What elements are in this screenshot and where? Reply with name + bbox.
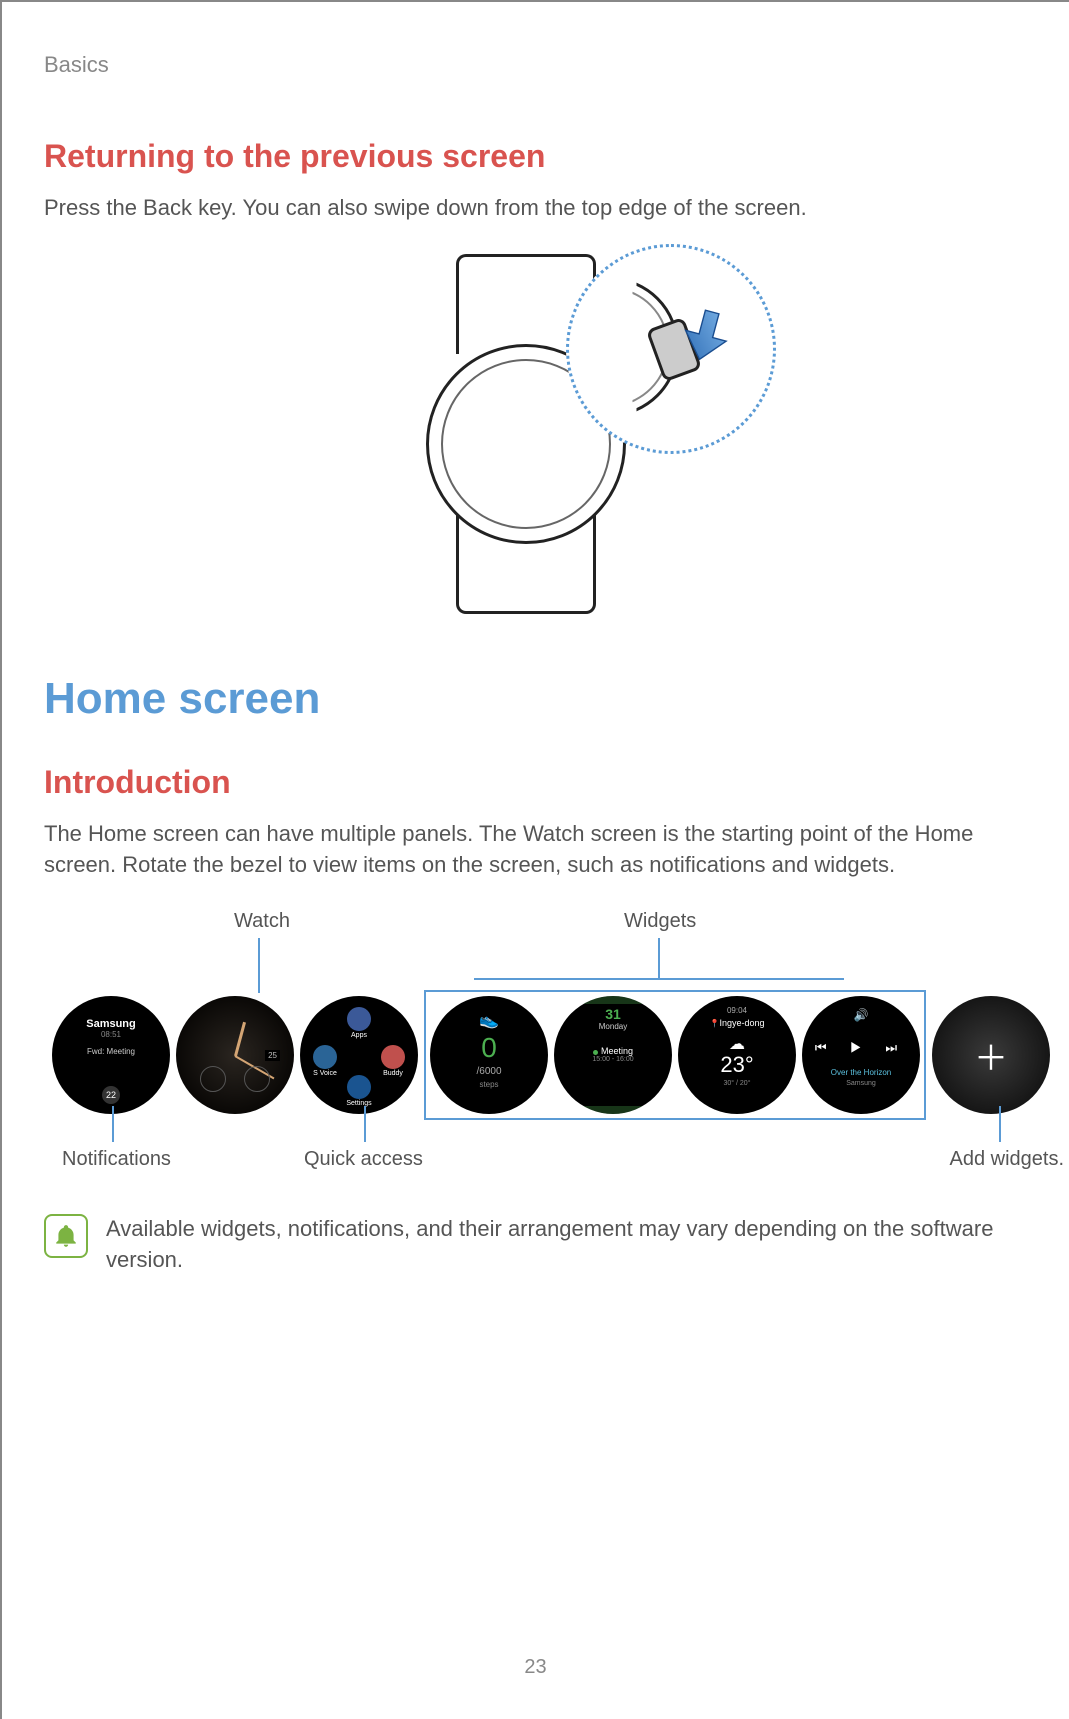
note-text: Available widgets, notifications, and th… <box>106 1214 1047 1276</box>
music-controls: ⏮ ▶ ⏭ <box>802 1040 920 1056</box>
weather-icon: ☁ <box>678 1034 796 1054</box>
cal-event: Meeting <box>554 1046 672 1056</box>
section-title-home: Home screen <box>44 674 1047 724</box>
panel-steps: 👟 0 /6000 steps <box>430 996 548 1114</box>
qa-buddy: Buddy <box>376 1044 410 1078</box>
music-title: Over the Horizon <box>802 1068 920 1077</box>
section-subtitle-intro: Introduction <box>44 764 1047 801</box>
panel-music: 🔊 ⏮ ▶ ⏭ Over the Horizon Samsung <box>802 996 920 1114</box>
watch-backkey-illustration <box>346 254 746 614</box>
panel-calendar: 31 Monday Meeting 15:00 - 16:00 <box>554 996 672 1114</box>
weather-time: 09:04 <box>678 1006 796 1015</box>
section-body-home: The Home screen can have multiple panels… <box>44 819 1047 881</box>
panel-watchface: 25 <box>176 996 294 1114</box>
cal-day: 31 <box>554 1006 672 1022</box>
notif-title: Samsung <box>52 996 170 1030</box>
panel-weather: 09:04 📍Ingye-dong ☁ 23° 30° / 20° <box>678 996 796 1114</box>
qa-settings: Settings <box>342 1074 376 1108</box>
qa-svoice: S Voice <box>308 1044 342 1078</box>
label-notifications: Notifications <box>62 1148 171 1171</box>
widgets-group: 👟 0 /6000 steps 31 Monday Meeting 15:00 … <box>424 990 926 1120</box>
steps-value: 0 <box>430 1032 548 1064</box>
label-watch: Watch <box>234 910 290 933</box>
qa-apps: Apps <box>342 1006 376 1040</box>
page-number: 23 <box>524 1656 546 1679</box>
panel-quick-access: Apps S Voice Buddy Settings <box>300 996 418 1114</box>
music-artist: Samsung <box>802 1080 920 1087</box>
section-body-return: Press the Back key. You can also swipe d… <box>44 193 1047 224</box>
bell-icon <box>44 1214 88 1258</box>
cal-time: 15:00 - 16:00 <box>554 1056 672 1063</box>
label-widgets: Widgets <box>624 910 696 933</box>
weather-location: 📍Ingye-dong <box>678 1018 796 1028</box>
steps-label: steps <box>430 1080 548 1089</box>
section-title-return: Returning to the previous screen <box>44 138 1047 175</box>
weather-temp: 23° <box>678 1052 796 1078</box>
note-box: Available widgets, notifications, and th… <box>44 1214 1047 1276</box>
watchface-date: 25 <box>265 1050 280 1061</box>
zoom-callout <box>566 244 776 454</box>
label-add-widgets: Add widgets. <box>949 1148 1064 1171</box>
weather-range: 30° / 20° <box>678 1080 796 1087</box>
plus-icon: ＋ <box>974 1031 1008 1080</box>
notif-time: 08:51 <box>52 1030 170 1039</box>
page-header: Basics <box>44 52 1047 78</box>
cal-dow: Monday <box>554 1022 672 1031</box>
notif-count: 22 <box>102 1086 120 1104</box>
notif-msg: Fwd: Meeting <box>52 1047 170 1056</box>
steps-goal: /6000 <box>430 1066 548 1077</box>
steps-icon: 👟 <box>479 1010 499 1030</box>
music-volume-icon: 🔊 <box>802 1008 920 1022</box>
label-quick-access: Quick access <box>304 1148 423 1171</box>
panel-add-widgets: ＋ <box>932 996 1050 1114</box>
panel-notifications: Samsung 08:51 Fwd: Meeting 22 <box>52 996 170 1114</box>
